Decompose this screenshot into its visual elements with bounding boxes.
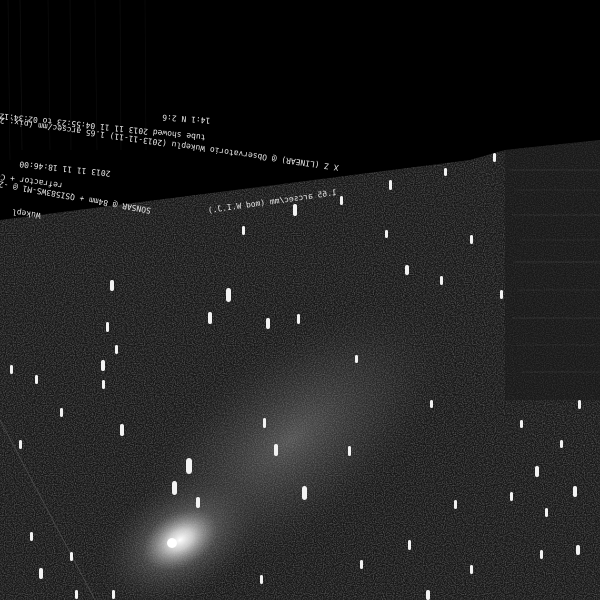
star <box>75 590 78 599</box>
star <box>520 420 523 428</box>
star <box>30 532 33 541</box>
star <box>408 540 411 550</box>
star <box>266 318 270 329</box>
star <box>186 458 192 474</box>
star <box>10 365 13 374</box>
star <box>444 168 447 176</box>
star <box>573 486 577 497</box>
star <box>360 560 363 569</box>
star <box>578 400 581 409</box>
star <box>106 322 109 332</box>
star <box>120 424 124 436</box>
star <box>70 552 73 561</box>
star <box>35 375 38 384</box>
star <box>260 575 263 584</box>
star <box>293 204 297 216</box>
star <box>115 345 118 354</box>
comet-nucleus <box>167 538 177 548</box>
star <box>242 226 245 235</box>
star <box>470 565 473 574</box>
star <box>540 550 543 559</box>
star <box>535 466 539 477</box>
star <box>355 355 358 363</box>
star <box>493 153 496 162</box>
star <box>440 276 443 285</box>
sensor-streaks-right <box>505 140 600 400</box>
star <box>500 290 503 299</box>
star <box>60 408 63 417</box>
star <box>405 265 409 275</box>
star <box>208 312 212 324</box>
star <box>454 500 457 509</box>
star <box>340 196 343 205</box>
star <box>426 590 430 600</box>
star <box>560 440 563 448</box>
star-field <box>10 153 581 600</box>
star <box>112 590 115 599</box>
star <box>470 235 473 244</box>
star <box>430 400 433 408</box>
star <box>101 360 105 371</box>
sensor-streaks-top <box>7 0 147 161</box>
satellite-trail <box>0 419 96 600</box>
comet-coma <box>96 471 264 600</box>
star <box>226 288 231 302</box>
star <box>196 497 200 508</box>
star <box>102 380 105 389</box>
star <box>19 440 22 449</box>
star <box>274 444 278 456</box>
star <box>385 230 388 238</box>
star <box>297 314 300 324</box>
star <box>39 568 43 579</box>
star <box>348 446 351 456</box>
star <box>172 481 177 495</box>
star <box>389 180 392 190</box>
star <box>545 508 548 517</box>
star <box>263 418 266 428</box>
star <box>576 545 580 555</box>
star <box>302 486 307 500</box>
star <box>110 280 114 291</box>
star <box>510 492 513 501</box>
